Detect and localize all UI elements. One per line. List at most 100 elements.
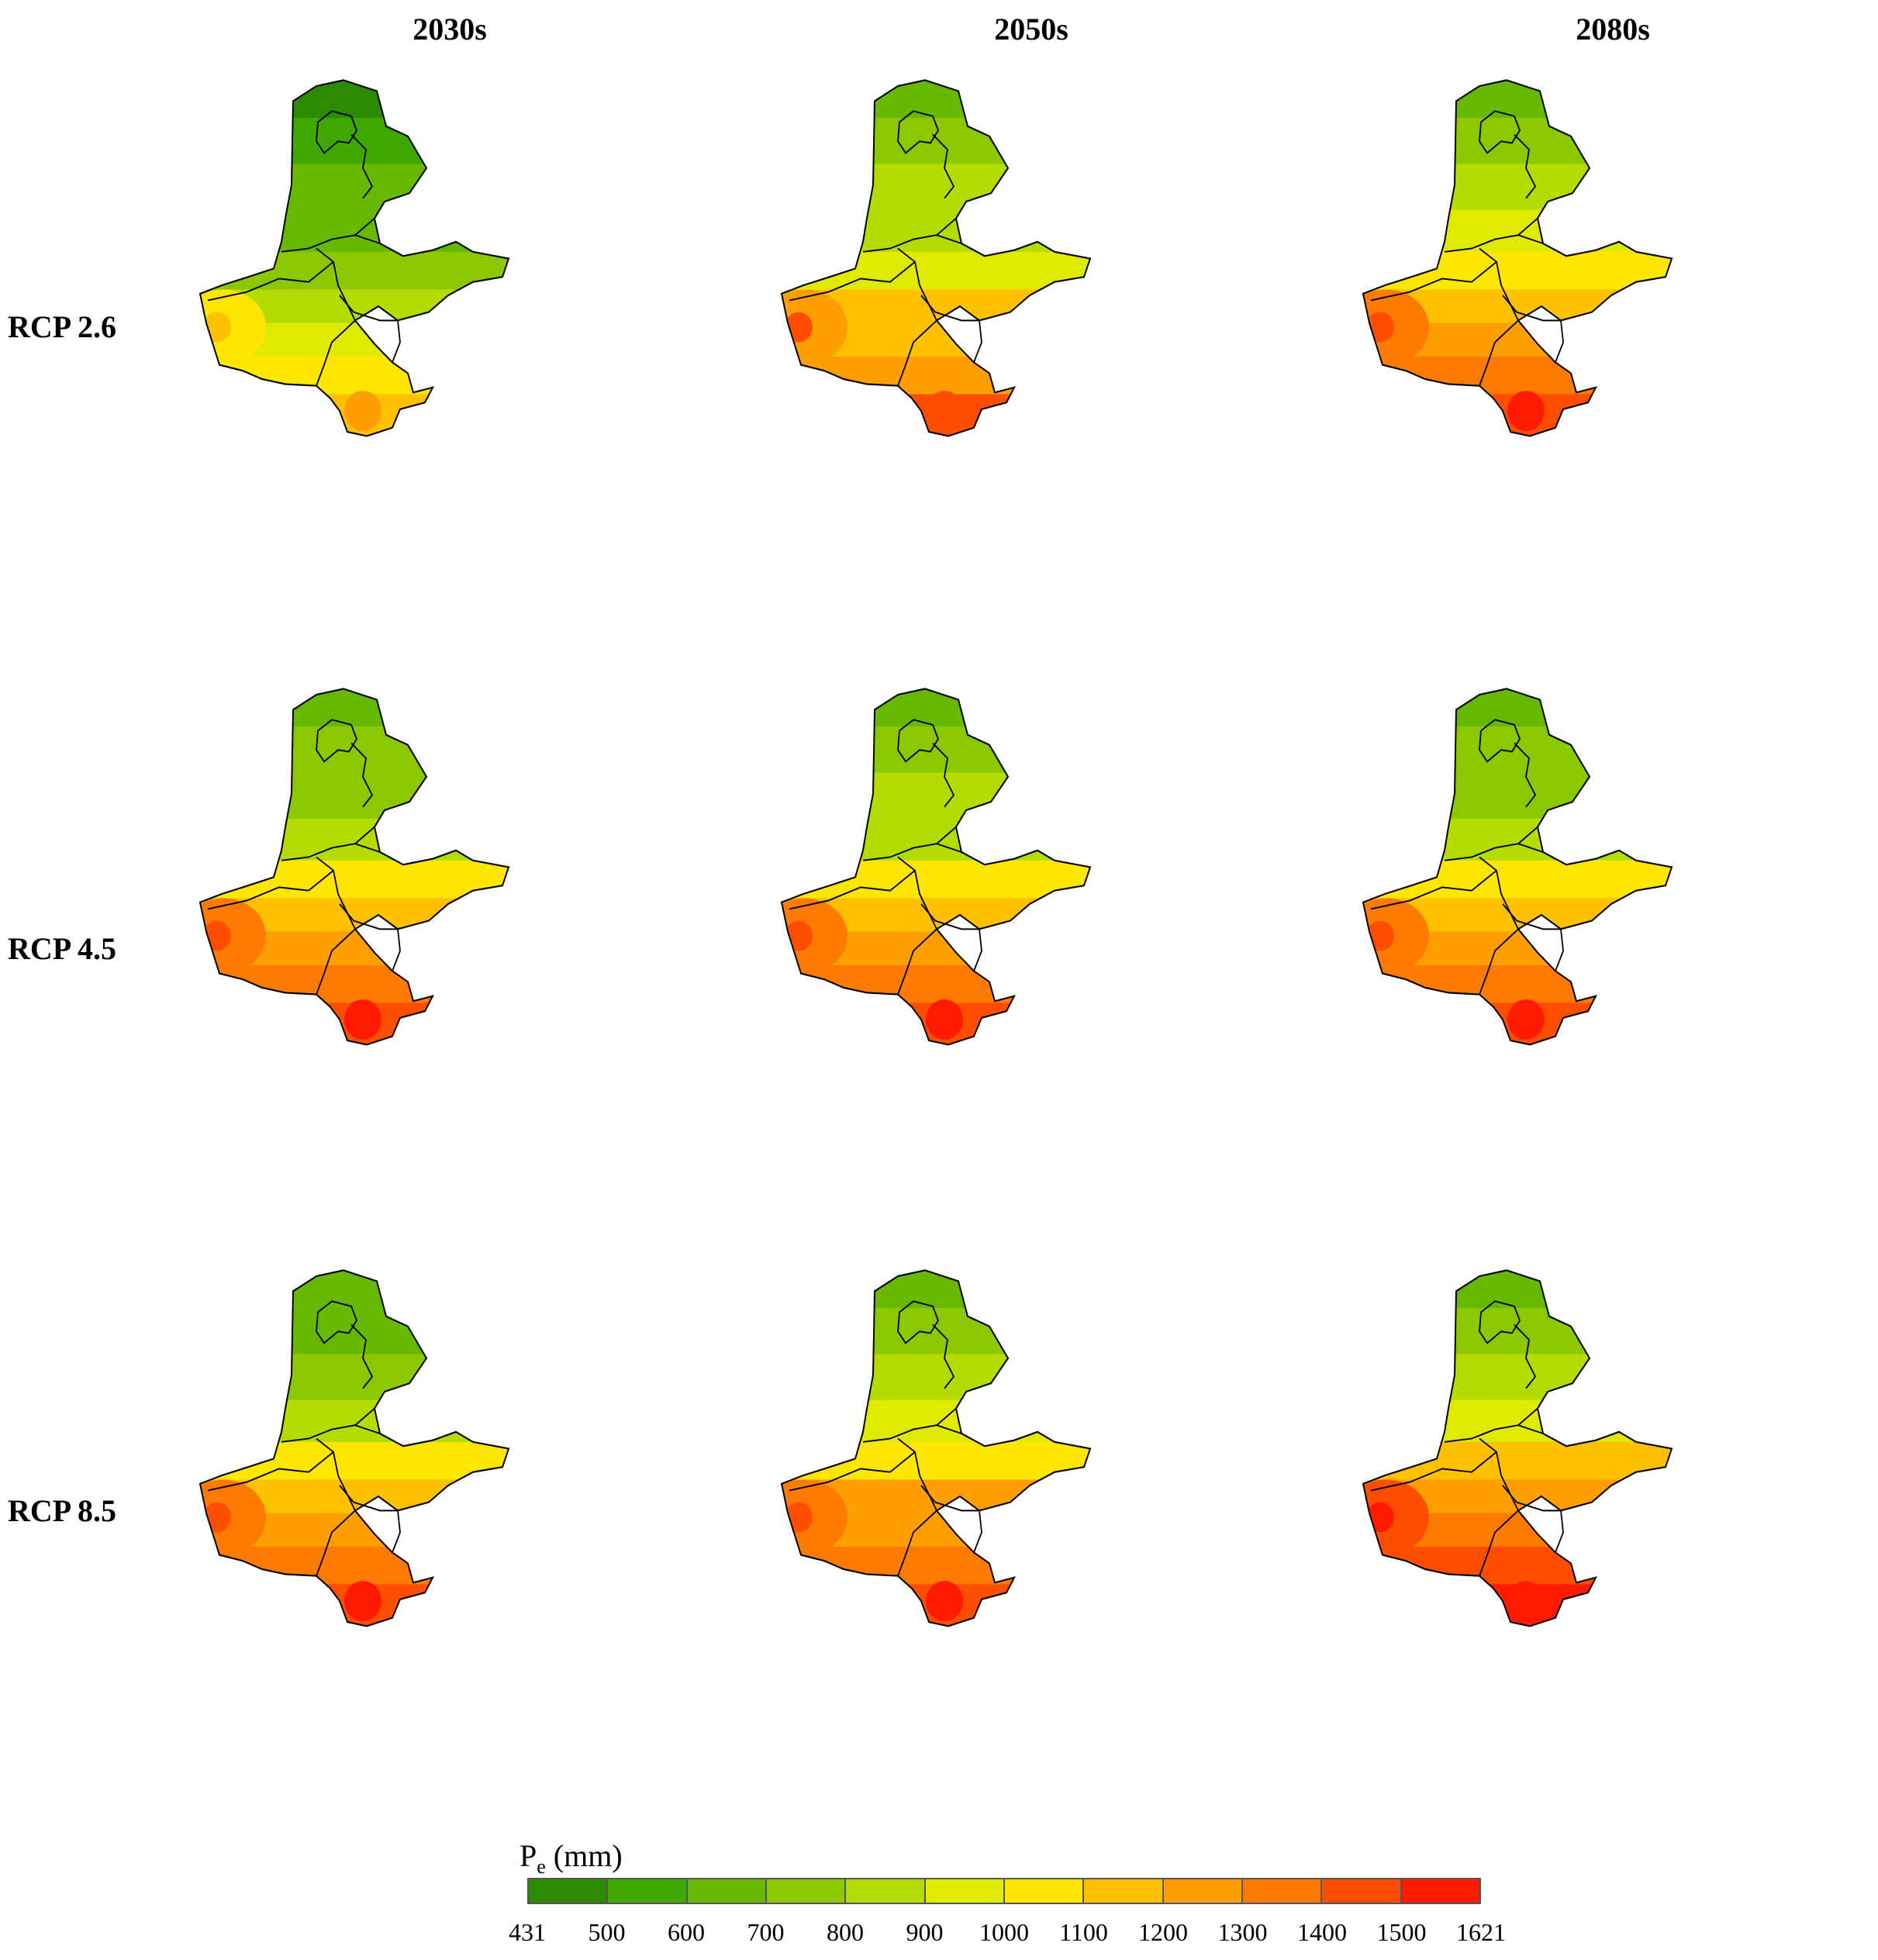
province-border <box>1444 843 1544 861</box>
province-border <box>789 869 916 910</box>
precip-band <box>1363 818 1672 862</box>
province-border <box>350 133 374 199</box>
province-border <box>281 843 381 861</box>
legend-tick-label: 600 <box>668 1918 705 1946</box>
province-border <box>207 261 334 302</box>
province-border <box>1444 234 1544 253</box>
map-svg <box>1362 79 1673 437</box>
precip-band <box>782 726 1090 775</box>
precip-band <box>200 164 509 212</box>
precip-band <box>782 1308 1090 1356</box>
province-border <box>1502 1485 1561 1512</box>
legend-tick-label: 500 <box>588 1918 626 1946</box>
precip-band <box>782 1546 1090 1586</box>
province-border <box>932 742 955 808</box>
province-border <box>789 261 916 302</box>
province-border <box>1370 1451 1497 1492</box>
legend-tick-label: 1621 <box>1456 1918 1506 1946</box>
province-border <box>1479 1510 1519 1576</box>
province-border <box>354 1407 375 1426</box>
province-border <box>897 928 937 995</box>
precip-band <box>782 964 1090 1005</box>
precip-peak-south <box>926 1581 963 1621</box>
province-border <box>339 903 398 930</box>
province-border <box>316 1300 358 1344</box>
precip-band <box>1363 80 1672 120</box>
precip-peak-south <box>344 391 381 431</box>
legend-tick-label: 900 <box>906 1918 944 1946</box>
legend-tick-label: 1400 <box>1297 1918 1347 1946</box>
legend-title: Pe (mm) <box>520 1838 623 1879</box>
province-border <box>920 295 979 322</box>
precip-band <box>1363 164 1672 212</box>
legend-tick-label: 1200 <box>1138 1918 1188 1946</box>
precip-band <box>200 688 509 729</box>
map-panel <box>779 682 1097 1062</box>
precip-band <box>200 964 509 1005</box>
legend-tick-label: 800 <box>827 1918 864 1946</box>
province-border <box>1514 133 1537 199</box>
precip-band <box>1363 1354 1672 1402</box>
row-title-rcp45: RCP 4.5 <box>8 931 116 966</box>
province-border <box>897 1510 937 1576</box>
precip-band <box>200 1546 509 1586</box>
map-panel <box>779 74 1097 454</box>
province-border <box>1517 826 1538 844</box>
precip-peak-south <box>1507 999 1545 1040</box>
province-border <box>316 719 358 763</box>
precip-peak-south <box>344 1581 381 1621</box>
province-border <box>1370 869 1497 910</box>
precip-band <box>200 1354 509 1402</box>
province-border <box>1555 320 1564 363</box>
precip-band <box>782 688 1090 729</box>
legend-swatch <box>925 1879 1005 1903</box>
province-border <box>354 217 375 236</box>
column-title-2080s: 2080s <box>1576 12 1650 47</box>
map-panel <box>1361 682 1679 1062</box>
province-border <box>316 1510 356 1576</box>
province-border <box>339 295 398 322</box>
precip-band <box>1363 356 1672 396</box>
map-panel <box>198 74 516 454</box>
map-panel <box>198 682 516 1062</box>
precip-band <box>200 818 509 862</box>
province-border <box>1555 1510 1564 1553</box>
map-panel <box>1361 74 1679 454</box>
legend-swatch <box>1242 1879 1323 1903</box>
province-border <box>1555 929 1564 971</box>
column-title-2050s: 2050s <box>994 12 1068 47</box>
province-border <box>973 1510 982 1553</box>
province-border <box>936 217 957 236</box>
precip-band <box>200 1399 509 1444</box>
legend-tick-label: 1500 <box>1376 1918 1427 1946</box>
province-border <box>862 843 962 861</box>
precip-band <box>200 209 509 254</box>
precip-band <box>782 356 1090 396</box>
province-border <box>281 234 381 253</box>
legend-color-bar <box>527 1878 1481 1904</box>
province-border <box>936 826 957 844</box>
province-border <box>862 234 962 253</box>
province-border <box>1514 742 1537 808</box>
province-border <box>350 1323 374 1389</box>
precip-band <box>782 1399 1090 1444</box>
precip-band <box>1363 1270 1672 1310</box>
map-svg <box>780 79 1092 437</box>
precip-band <box>782 1354 1090 1402</box>
province-border <box>897 719 940 763</box>
precip-band <box>782 1270 1090 1310</box>
map-panel <box>779 1264 1097 1644</box>
province-border <box>339 1485 398 1512</box>
province-border <box>350 742 374 808</box>
province-border <box>897 319 937 386</box>
province-border <box>1517 1407 1538 1426</box>
province-border <box>1370 261 1497 302</box>
province-border <box>973 929 982 971</box>
province-border <box>1479 1300 1521 1344</box>
province-border <box>1479 719 1521 763</box>
precip-band <box>1363 772 1672 820</box>
province-border <box>932 1323 955 1389</box>
province-border <box>897 1300 940 1344</box>
province-border <box>973 320 982 363</box>
map-svg <box>780 1269 1092 1627</box>
